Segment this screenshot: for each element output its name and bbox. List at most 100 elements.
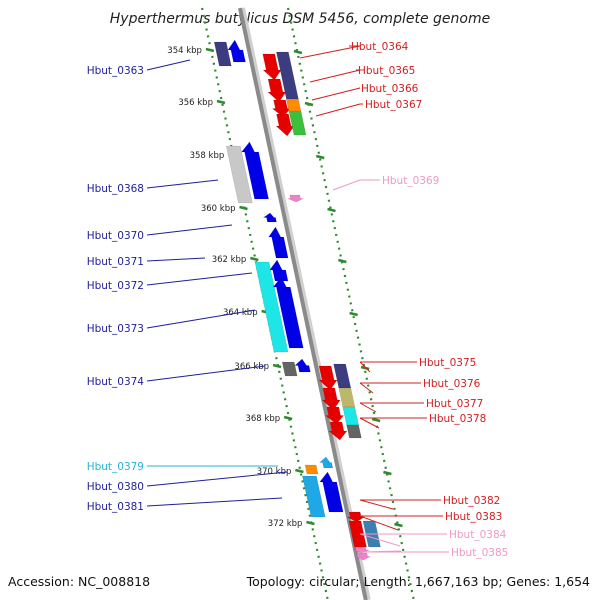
hbut-0377-arrow <box>324 406 345 425</box>
leader-line <box>359 382 374 394</box>
gene-label-right: Hbut_0366 <box>361 83 419 95</box>
hbut-0363-arrow <box>227 39 246 63</box>
scale-tick <box>272 363 282 369</box>
scale-label: 364 kbp <box>223 308 258 318</box>
gene-label-left: Hbut_0368 <box>87 183 144 195</box>
scale-tick-right <box>304 101 314 107</box>
leader-line <box>146 257 206 262</box>
scale-label: 354 kbp <box>167 46 202 56</box>
hbut-0374-arrow <box>294 358 311 373</box>
hbut-0368-arrow <box>240 141 269 200</box>
hbut-0381-arrow <box>319 471 344 513</box>
hbut-0375-cog-box <box>333 363 352 389</box>
gene-label-left: Hbut_0380 <box>87 481 144 493</box>
hbut-0371-arrow <box>268 226 289 259</box>
gene-label-left: Hbut_0372 <box>87 280 144 292</box>
leader-line <box>146 59 191 71</box>
hbut-0366-arrow <box>271 99 292 118</box>
leader-line <box>309 69 361 83</box>
leader-line <box>146 497 283 507</box>
gene-label-left: Hbut_0371 <box>87 256 144 268</box>
leader-line <box>146 224 233 236</box>
leader-line <box>359 361 371 373</box>
scale-tick-right <box>394 522 403 528</box>
scale-tick <box>250 256 259 262</box>
scale-label: 360 kbp <box>201 204 236 214</box>
gene-label-right: Hbut_0364 <box>351 41 409 53</box>
scale-label: 362 kbp <box>212 255 247 265</box>
scale-label: 356 kbp <box>178 98 213 108</box>
leader-line <box>359 533 401 547</box>
hbut-0377-cog-box <box>342 406 359 426</box>
scale-label: 368 kbp <box>245 414 280 424</box>
hbut-0365-arrow <box>267 78 287 103</box>
backbone-line <box>238 7 368 600</box>
hbut-0378-cog-box <box>346 424 362 439</box>
scale-tick-right <box>315 154 325 160</box>
scale-label: 366 kbp <box>234 362 269 372</box>
leader-line <box>332 179 361 191</box>
hbut-0376-cog-box <box>338 387 356 408</box>
hbut-0375-arrow <box>318 365 338 391</box>
gene-label-right: Hbut_0383 <box>445 511 502 523</box>
hbut-0378-arrow <box>328 421 348 441</box>
scale-tick-right <box>371 417 381 423</box>
leader-line <box>299 45 361 59</box>
gene-label-right: Hbut_0367 <box>365 99 422 111</box>
leader-line <box>146 179 219 189</box>
hbut-0382-arrow <box>347 511 366 523</box>
hbut-0380-cog-box <box>302 475 326 518</box>
gene-features <box>213 39 381 561</box>
gene-label-right: Hbut_0378 <box>429 413 486 425</box>
gene-label-right: Hbut_0377 <box>426 398 483 410</box>
gene-label-left: Hbut_0370 <box>87 230 144 242</box>
scale-tick-right <box>293 49 303 55</box>
topology-text: Topology: circular; Length: 1,667,163 bp… <box>246 574 590 589</box>
gene-labels: Hbut_0363 Hbut_0368 Hbut_0370 Hbut_0371 Hbut… <box>87 41 509 559</box>
gene-label-left: Hbut_0381 <box>87 501 144 513</box>
gene-label-left: Hbut_0363 <box>87 65 144 77</box>
gene-label-left: Hbut_0374 <box>87 376 145 388</box>
leader-line <box>146 272 253 286</box>
gene-label-right: Hbut_0375 <box>419 357 476 369</box>
hbut-0372-cog-box <box>254 261 289 353</box>
scale-tick <box>295 468 304 474</box>
gene-label-right: Hbut_0365 <box>358 65 415 77</box>
hbut-0367-arrow <box>275 113 295 137</box>
gene-label-left: Hbut_0379 <box>87 461 144 473</box>
scale-label: 372 kbp <box>268 519 303 529</box>
scale-tick <box>306 520 315 526</box>
scale-tick <box>216 99 226 105</box>
scale-tick-right <box>360 365 370 371</box>
map-title: Hyperthermus butylicus DSM 5456, complet… <box>110 11 490 27</box>
hbut-0376-arrow <box>321 387 341 411</box>
hbut-0368-cog-box <box>225 145 253 204</box>
scale-tick <box>239 205 248 211</box>
accession-text: Accession: NC_008818 <box>8 574 151 589</box>
hbut-0363-cog-box <box>213 41 232 67</box>
leader-line <box>146 309 256 329</box>
hbut-0366-cog-box <box>285 98 302 113</box>
hbut-0374-cog-box <box>281 361 298 377</box>
scale-tick <box>283 415 293 421</box>
gene-label-right: Hbut_0384 <box>449 529 507 541</box>
leader-line <box>311 87 361 101</box>
gene-label-right: Hbut_0369 <box>382 175 439 187</box>
leader-line <box>146 365 266 382</box>
scale-tick <box>205 47 215 53</box>
hbut-0367-cog-box <box>288 110 307 136</box>
leader-line <box>359 402 377 413</box>
hbut-0370-arrow <box>262 212 277 223</box>
gene-label-right: Hbut_0376 <box>423 378 481 390</box>
gene-label-right: Hbut_0385 <box>451 547 508 559</box>
hbut-0373-arrow <box>272 276 304 349</box>
gene-label-right: Hbut_0382 <box>443 495 500 507</box>
right-scale-dash-line <box>286 7 415 600</box>
hbut-0364-arrow <box>262 53 282 81</box>
hbut-0369-arrow <box>287 194 304 203</box>
hbut-0365-cog-box <box>276 51 299 101</box>
scale-tick-right <box>383 470 392 476</box>
genome-backbone <box>238 7 371 600</box>
